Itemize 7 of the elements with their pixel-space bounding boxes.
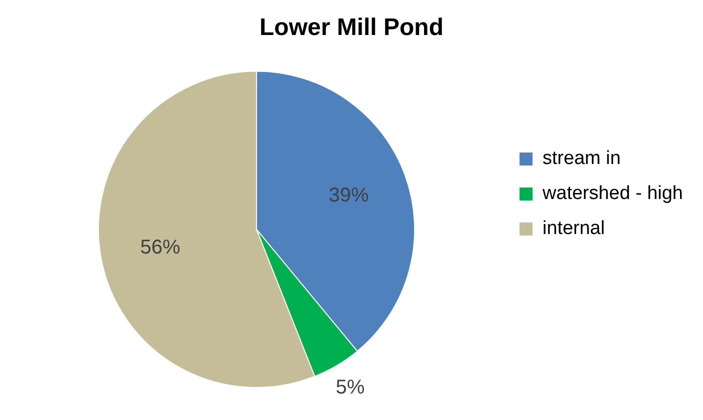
data-label: 5% [336, 376, 365, 398]
legend-label: internal [542, 218, 605, 240]
legend-label: stream in [542, 148, 621, 170]
legend-label: watershed - high [542, 183, 683, 204]
chart-title: Lower Mill Pond [260, 14, 444, 42]
data-label: 56% [140, 236, 180, 258]
data-label: 39% [328, 184, 369, 207]
